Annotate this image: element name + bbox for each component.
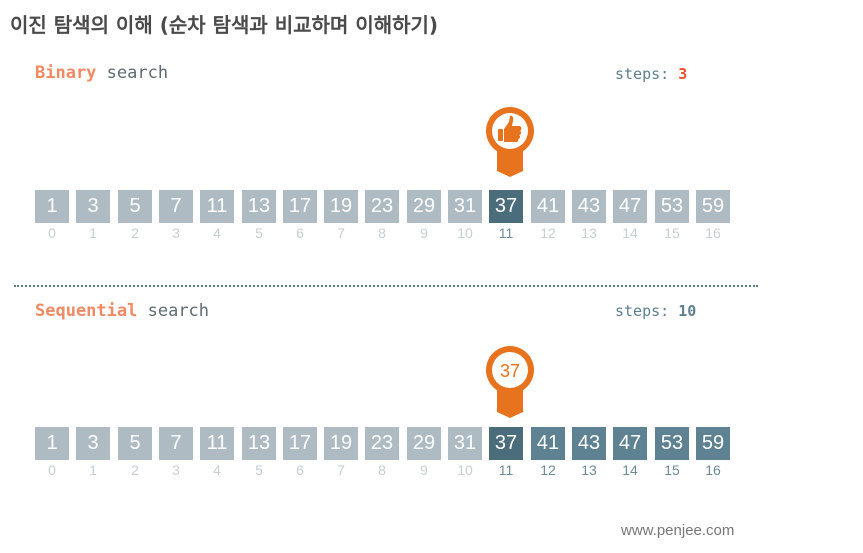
thumbs-up-icon xyxy=(498,115,522,142)
array-index: 15 xyxy=(664,225,680,241)
array-index: 2 xyxy=(131,462,139,478)
array-index: 12 xyxy=(540,462,556,478)
array-cell: 23 xyxy=(365,190,399,223)
array-cell: 43 xyxy=(572,190,606,223)
array-cell: 19 xyxy=(324,427,358,460)
array-cell: 41 xyxy=(531,190,565,223)
array-index: 10 xyxy=(457,462,473,478)
binary-array: 1 0 3 1 5 2 7 3 11 4 13 5 17 6 19 7 23 8 29 9 31 10 37 11 41 12 43… xyxy=(35,190,735,241)
array-cell: 29 xyxy=(407,190,441,223)
array-cell: 13 xyxy=(242,190,276,223)
section-divider xyxy=(14,285,758,287)
binary-name-rest: search xyxy=(106,63,169,83)
array-index: 13 xyxy=(581,462,597,478)
sequential-name-rest: search xyxy=(147,301,210,321)
array-index: 3 xyxy=(172,462,180,478)
array-cell: 5 xyxy=(118,427,152,460)
array-index: 16 xyxy=(705,225,721,241)
array-cell: 7 xyxy=(159,190,193,223)
array-cell: 13 xyxy=(242,427,276,460)
sequential-steps-label: steps: xyxy=(615,302,670,320)
sequential-search-heading: Sequential search xyxy=(35,301,209,321)
array-index: 16 xyxy=(705,462,721,478)
sequential-steps-value: 10 xyxy=(678,302,697,320)
array-index: 11 xyxy=(498,462,514,478)
array-index: 14 xyxy=(622,225,638,241)
array-cell: 47 xyxy=(613,190,647,223)
array-index: 0 xyxy=(48,462,56,478)
array-cell: 59 xyxy=(696,190,730,223)
array-cell: 19 xyxy=(324,190,358,223)
array-index: 11 xyxy=(498,225,514,241)
array-index: 5 xyxy=(255,225,263,241)
array-cell: 37 xyxy=(489,190,523,223)
binary-steps: steps: 3 xyxy=(615,65,687,83)
array-cell: 31 xyxy=(448,190,482,223)
page-title: 이진 탐색의 이해 (순차 탐색과 비교하며 이해하기) xyxy=(10,13,439,37)
array-index: 4 xyxy=(213,462,221,478)
target-value-marker: 37 xyxy=(486,346,534,418)
array-index: 5 xyxy=(255,462,263,478)
sequential-name-accent: Sequential xyxy=(35,301,138,321)
thumbs-up-marker xyxy=(486,107,534,177)
footer-credit: www.penjee.com xyxy=(621,522,735,539)
binary-steps-value: 3 xyxy=(678,65,688,83)
array-cell: 17 xyxy=(283,190,317,223)
array-index: 9 xyxy=(420,462,428,478)
array-cell: 59 xyxy=(696,427,730,460)
array-index: 10 xyxy=(457,225,473,241)
array-index: 7 xyxy=(337,225,345,241)
array-cell: 23 xyxy=(365,427,399,460)
array-cell: 47 xyxy=(613,427,647,460)
array-cell: 43 xyxy=(572,427,606,460)
array-index: 12 xyxy=(540,225,556,241)
array-cell: 41 xyxy=(531,427,565,460)
array-index: 15 xyxy=(664,462,680,478)
binary-search-heading: Binary search xyxy=(35,63,168,83)
array-index: 8 xyxy=(378,462,386,478)
binary-name-accent: Binary xyxy=(35,63,97,83)
array-index: 2 xyxy=(131,225,139,241)
array-index: 4 xyxy=(213,225,221,241)
array-cell: 53 xyxy=(655,427,689,460)
sequential-array: 1 0 3 1 5 2 7 3 11 4 13 5 17 6 19 7 23 8 29 9 31 10 37 11 41 12 43… xyxy=(35,427,735,478)
array-index: 6 xyxy=(296,462,304,478)
array-index: 1 xyxy=(89,462,97,478)
array-cell: 31 xyxy=(448,427,482,460)
array-cell: 17 xyxy=(283,427,317,460)
array-cell: 3 xyxy=(76,427,110,460)
array-index: 0 xyxy=(48,225,56,241)
array-cell: 1 xyxy=(35,427,69,460)
array-cell: 37 xyxy=(489,427,523,460)
array-cell: 11 xyxy=(200,190,234,223)
array-index: 8 xyxy=(378,225,386,241)
binary-steps-label: steps: xyxy=(615,65,670,83)
target-value-label: 37 xyxy=(500,361,520,381)
sequential-steps: steps: 10 xyxy=(615,302,696,320)
array-index: 13 xyxy=(581,225,597,241)
array-index: 6 xyxy=(296,225,304,241)
array-cell: 1 xyxy=(35,190,69,223)
array-index: 3 xyxy=(172,225,180,241)
array-cell: 53 xyxy=(655,190,689,223)
array-index: 9 xyxy=(420,225,428,241)
array-index: 14 xyxy=(622,462,638,478)
array-cell: 7 xyxy=(159,427,193,460)
array-cell: 5 xyxy=(118,190,152,223)
array-cell: 29 xyxy=(407,427,441,460)
array-index: 1 xyxy=(89,225,97,241)
array-index: 7 xyxy=(337,462,345,478)
array-cell: 11 xyxy=(200,427,234,460)
array-cell: 3 xyxy=(76,190,110,223)
